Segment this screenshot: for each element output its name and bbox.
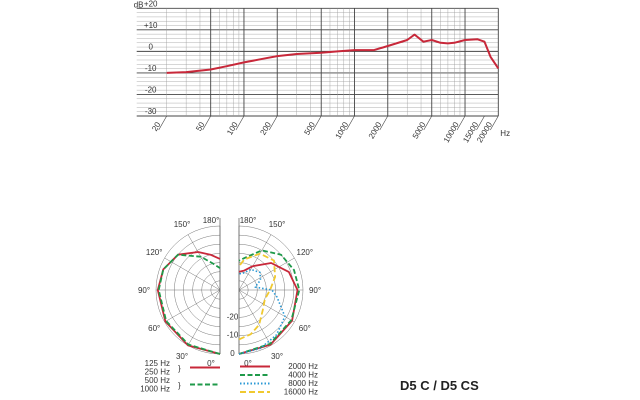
response-curve xyxy=(166,33,500,74)
frequency-response-chart: +20 +10 0 -10 -20 -30 dB 20 50 100 200 500 1000 2000 5… xyxy=(134,0,510,144)
x-tick-label: 200 xyxy=(258,120,273,137)
x-tick-label: 20 xyxy=(150,120,163,133)
polar-spoke xyxy=(187,289,221,346)
x-tick xyxy=(423,115,433,131)
legend-label: 1000 Hz xyxy=(140,385,170,394)
legend-brace: } xyxy=(178,381,181,390)
polar-curve xyxy=(238,252,276,341)
polar-spoke xyxy=(187,234,221,291)
polar-angle-label: 60° xyxy=(299,324,311,333)
polar-angle-label: 60° xyxy=(148,324,160,333)
legend-label: 8000 Hz xyxy=(288,379,318,388)
polar-angle-label: 0° xyxy=(244,359,252,368)
x-tick-label: 100 xyxy=(225,120,240,137)
polar-radial-label: 0 xyxy=(230,349,235,358)
y-tick-label: -30 xyxy=(145,107,157,116)
polar-angle-label: 90° xyxy=(309,286,321,295)
legend-label: 16000 Hz xyxy=(284,388,318,397)
polar-radial-label: -20 xyxy=(227,312,239,321)
legend-label: 2000 Hz xyxy=(288,362,318,371)
polar-spoke xyxy=(238,289,272,346)
polar-curve xyxy=(238,249,301,355)
product-title: D5 C / D5 CS xyxy=(400,378,479,393)
legend-brace: } xyxy=(178,364,181,373)
x-tick-label: 500 xyxy=(302,120,317,137)
polar-angle-label: 30° xyxy=(271,352,283,361)
y-tick-label: +20 xyxy=(144,0,158,8)
x-tick-label: 50 xyxy=(194,120,207,133)
polar-angle-label: 150° xyxy=(269,220,286,229)
polar-angle-label: 180° xyxy=(203,216,220,225)
polar-curve xyxy=(156,251,221,355)
x-tick-label: 5000 xyxy=(411,120,428,140)
x-tick-label: 2000 xyxy=(367,120,384,140)
x-tick xyxy=(202,115,211,131)
x-tick xyxy=(235,115,245,131)
x-tick-label: 20000 xyxy=(475,120,494,144)
x-axis-label: Hz xyxy=(500,129,510,138)
x-tick xyxy=(490,115,499,131)
legend-label: 250 Hz xyxy=(145,368,170,377)
x-tick xyxy=(476,115,485,131)
polar-angle-label: 90° xyxy=(138,286,150,295)
polar-curve xyxy=(238,268,286,355)
y-tick-label: 0 xyxy=(148,42,153,51)
x-tick xyxy=(379,115,389,131)
legend-label: 500 Hz xyxy=(145,376,170,385)
x-tick xyxy=(158,115,167,131)
polar-angle-label: 30° xyxy=(176,352,188,361)
polar-curve xyxy=(238,262,299,355)
x-tick-label: 10000 xyxy=(442,120,461,144)
legend-label: 4000 Hz xyxy=(288,371,318,380)
y-tick-label: +10 xyxy=(144,21,158,30)
polar-angle-label: 120° xyxy=(146,248,163,257)
polar-angle-label: 180° xyxy=(240,216,257,225)
y-tick-label: -20 xyxy=(145,85,157,94)
polar-spoke xyxy=(164,257,221,291)
polar-radial-label: -10 xyxy=(227,331,239,340)
x-tick xyxy=(346,115,355,131)
y-tick-label: -10 xyxy=(145,64,157,73)
legend-label: 125 Hz xyxy=(145,359,170,368)
polar-spoke xyxy=(238,257,295,291)
polar-angle-label: 150° xyxy=(174,220,191,229)
polar-pattern-chart: 0° 30° 60° 90° 120° 150° 180° 0° 30° 60° 90° 120° 15… xyxy=(138,216,321,368)
polar-spoke xyxy=(238,234,272,291)
polar-spoke xyxy=(164,289,221,323)
x-tick-label: 1000 xyxy=(334,120,351,140)
polar-angle-label: 0° xyxy=(207,359,215,368)
x-tick xyxy=(456,115,466,131)
y-axis-label: dB xyxy=(134,0,144,9)
polar-angle-label: 120° xyxy=(297,248,314,257)
x-tick xyxy=(268,115,278,131)
x-tick xyxy=(312,115,322,131)
